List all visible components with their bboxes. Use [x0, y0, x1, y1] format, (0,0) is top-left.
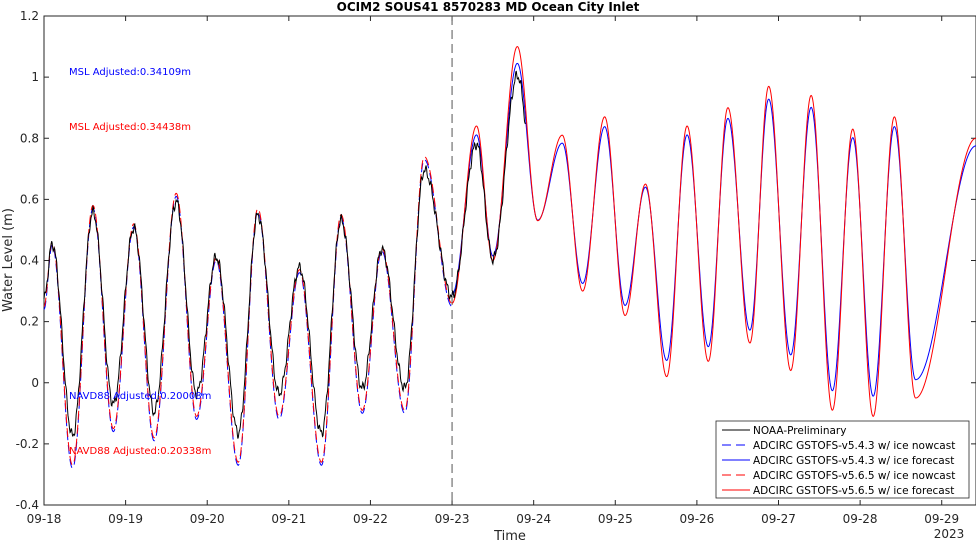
x-tick-label: 09-19 [108, 512, 143, 526]
legend-label: ADCIRC GSTOFS-v5.4.3 w/ ice forecast [753, 455, 954, 467]
legend: NOAA-Preliminary ADCIRC GSTOFS-v5.4.3 w/ … [715, 420, 970, 499]
x-tick-label: 09-20 [190, 512, 225, 526]
y-axis-ticks: -0.4 -0.2 0 0.2 0.4 0.6 0.8 1 1.2 [16, 9, 976, 512]
x-axis-label: Time [493, 529, 526, 541]
legend-label: ADCIRC GSTOFS-v5.6.5 w/ ice nowcast [753, 470, 955, 482]
y-tick-label: -0.4 [16, 498, 39, 512]
series-line [43, 159, 453, 469]
legend-label: ADCIRC GSTOFS-v5.4.3 w/ ice nowcast [753, 440, 955, 452]
y-tick-label: 0 [31, 376, 39, 390]
x-tick-label: 09-25 [598, 512, 633, 526]
series-line [43, 70, 526, 439]
y-tick-label: 0.8 [20, 131, 39, 145]
x-tick-label: 09-21 [271, 512, 306, 526]
series-line [451, 46, 976, 417]
annotation-navd-blue: NAVD88 Adjusted:0.20008m [69, 391, 211, 402]
x-tick-label: 09-26 [679, 512, 714, 526]
annotation-navd-red: NAVD88 Adjusted:0.20338m [69, 446, 211, 457]
x-tick-label: 09-22 [353, 512, 388, 526]
annotation-msl-red: MSL Adjusted:0.34438m [69, 122, 191, 133]
y-tick-label: 0.4 [20, 254, 39, 268]
annotation-msl-blue: MSL Adjusted:0.34109m [69, 67, 191, 78]
series-line [43, 156, 453, 466]
year-label: 2023 [934, 527, 965, 541]
y-axis-label: Water Level (m) [1, 208, 16, 312]
x-tick-label: 09-29 [924, 512, 959, 526]
legend-label: NOAA-Preliminary [753, 425, 846, 437]
x-axis-ticks: 09-18 09-19 09-20 09-21 09-22 09-23 09-24 09-25… [27, 16, 959, 526]
chart-title: OCIM2 SOUS41 8570283 MD Ocean City Inlet [337, 0, 640, 14]
x-tick-label: 09-28 [843, 512, 878, 526]
y-tick-label: 1 [31, 70, 39, 84]
adjustment-annotations: MSL Adjusted:0.34109m MSL Adjusted:0.344… [69, 67, 211, 457]
x-tick-label: 09-24 [516, 512, 551, 526]
y-tick-label: -0.2 [16, 437, 39, 451]
legend-label: ADCIRC GSTOFS-v5.6.5 w/ ice forecast [753, 485, 954, 497]
y-tick-label: 0.2 [20, 315, 39, 329]
x-tick-label: 09-18 [27, 512, 62, 526]
x-tick-label: 09-23 [435, 512, 470, 526]
legend-box [715, 420, 970, 499]
y-tick-label: 1.2 [20, 9, 39, 23]
series-lines [43, 46, 976, 469]
x-tick-label: 09-27 [761, 512, 796, 526]
y-tick-label: 0.6 [20, 192, 39, 206]
